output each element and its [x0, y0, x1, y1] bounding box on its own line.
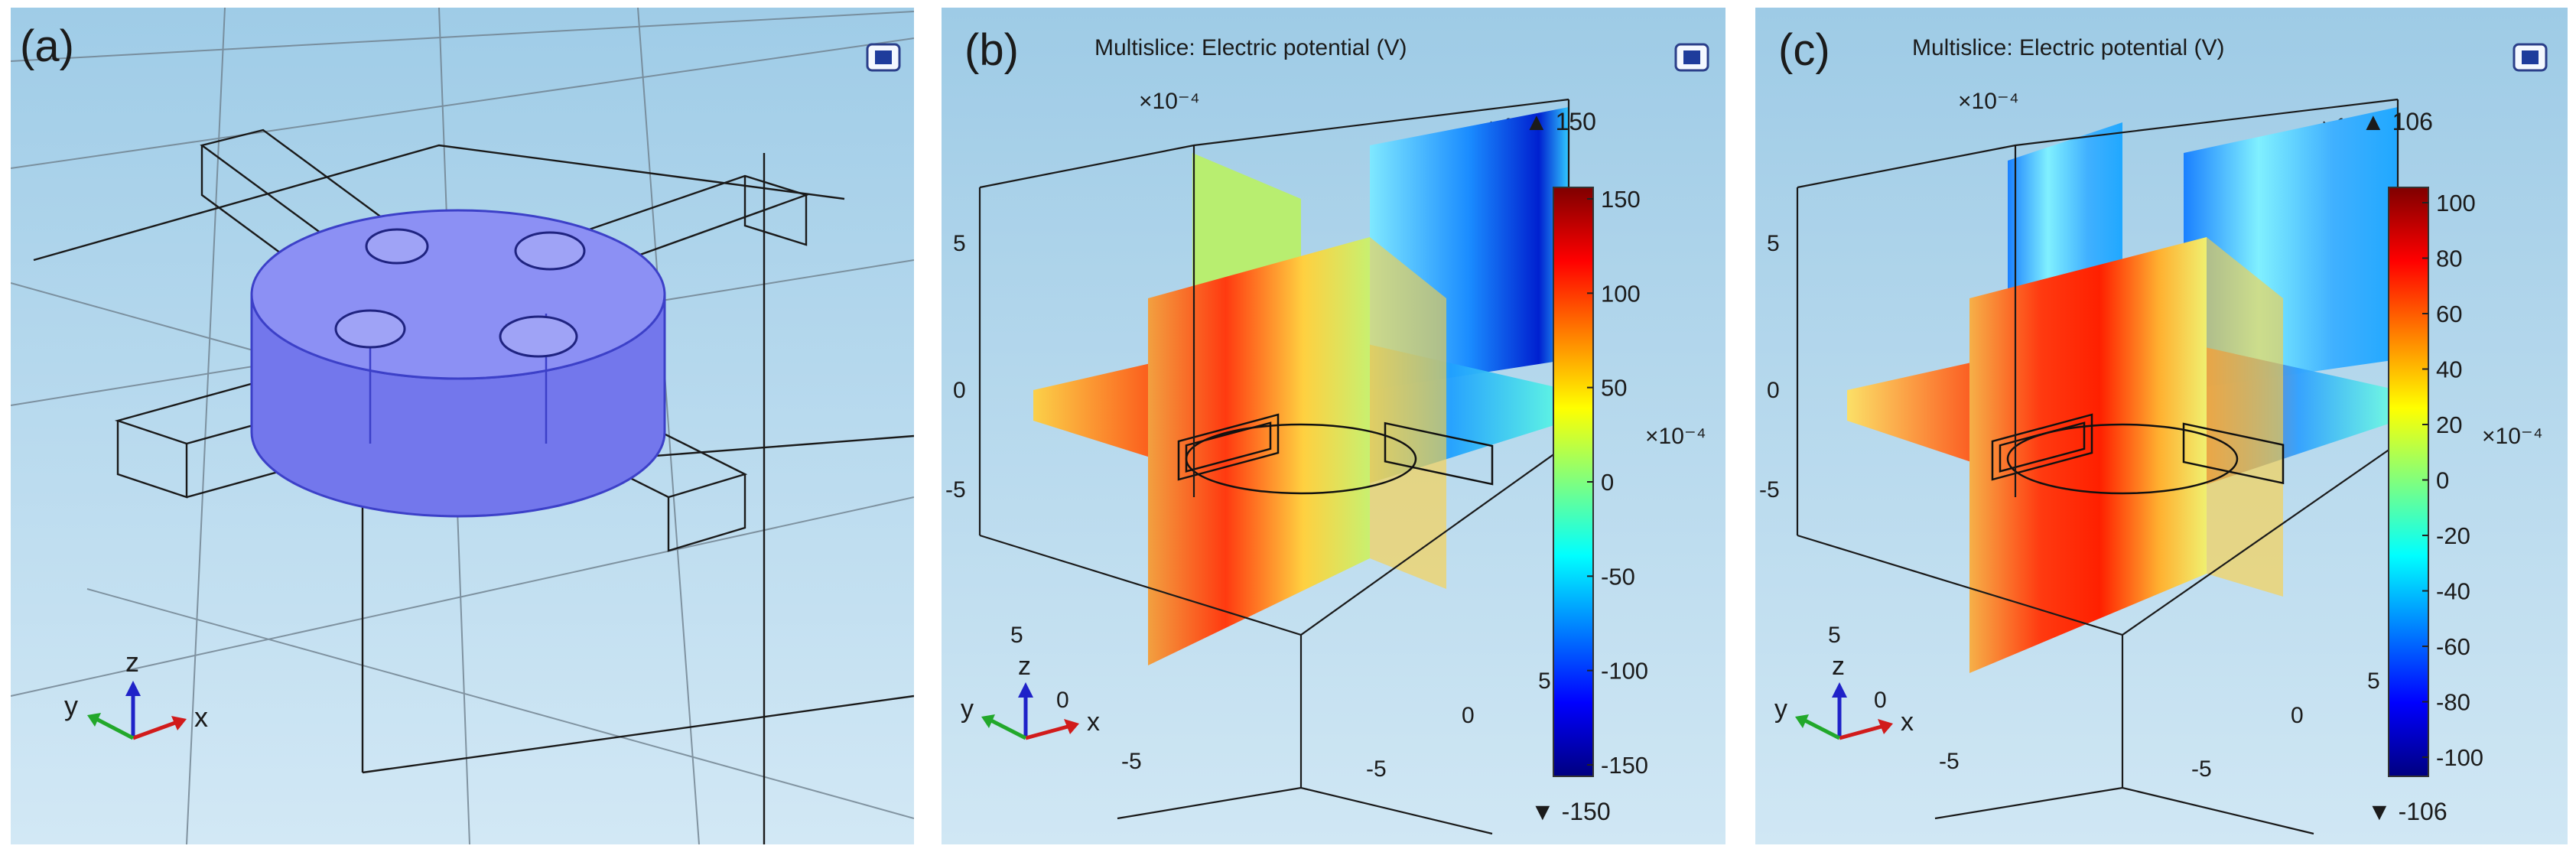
panel-b-min-marker: ▼ -150: [1530, 798, 1611, 825]
panel-c-axis-triad: z x y: [1774, 652, 1914, 740]
panel-b-x-tick: 0: [1462, 703, 1475, 728]
view-cube-icon[interactable]: [1674, 43, 1709, 72]
panel-b-colorbar-tick-label: -50: [1601, 563, 1635, 590]
panel-c-axis-y: y: [1774, 694, 1787, 724]
panel-b-axis-x: x: [1087, 707, 1100, 737]
panel-b-y-tick: -5: [1121, 749, 1142, 774]
panel-c-colorbar-tick-label: -40: [2436, 578, 2470, 605]
panel-b-colorbar-tick-label: -100: [1601, 658, 1648, 685]
panel-c-x-tick: -5: [2191, 756, 2212, 782]
panel-b-z-tick: 0: [953, 378, 966, 403]
panel-b-title: Multislice: Electric potential (V): [1094, 35, 1407, 60]
panel-b-bounding-box: [978, 98, 1570, 835]
panel-b-y-tick: 0: [1056, 688, 1069, 713]
panel-c-z-tick: 5: [1767, 231, 1780, 256]
panel-b-axis-z: z: [1018, 652, 1031, 681]
panel-c-colorbar-tick-label: -20: [2436, 522, 2470, 549]
panel-b-colorbar-tick-label: 50: [1601, 375, 1627, 402]
panel-c-min-marker: ▼ -106: [2367, 798, 2448, 825]
panel-c-scale-top-left: ×10⁻⁴: [1958, 89, 2019, 114]
panel-c-colorbar-tick-label: 100: [2436, 190, 2476, 216]
view-cube-icon[interactable]: [2513, 43, 2548, 72]
panel-b-z-tick: 5: [953, 231, 966, 256]
panel-c-colorbar-tick-label: -60: [2436, 633, 2470, 660]
panel-c-colorbar-tick-label: 60: [2436, 301, 2462, 327]
panel-b-max-marker: ▲ 150: [1524, 108, 1596, 135]
panel-c-z-ticks: 5 0 -5: [1759, 231, 1780, 503]
panel-a-axis-x: x: [194, 701, 208, 733]
panel-c-z-tick: -5: [1759, 477, 1780, 503]
panel-c-colorbar-scale: [2388, 187, 2429, 777]
panel-c-y-tick: 0: [1874, 688, 1887, 713]
view-cube-icon[interactable]: [866, 43, 901, 72]
panel-b-y-tick: 5: [1010, 623, 1023, 648]
panel-a-disk: [250, 209, 666, 518]
panel-b-axis-y: y: [961, 694, 974, 724]
panel-b-colorbar-tick-label: 100: [1601, 280, 1641, 307]
panel-c-title: Multislice: Electric potential (V): [1912, 35, 2224, 60]
panel-c-colorbar-tick-label: 0: [2436, 467, 2449, 494]
panel-c-colorbar-tick-label: 80: [2436, 246, 2462, 272]
panel-c-y-tick: 5: [1828, 623, 1841, 648]
panel-b-z-ticks: 5 0 -5: [945, 231, 966, 503]
panel-b-scale-right: ×10⁻⁴: [1645, 424, 1706, 449]
panel-b-potential-slice: (b) Multislice: Electric potential (V) ×…: [942, 8, 1725, 844]
panel-b-colorbar-tick-label: -150: [1601, 752, 1648, 779]
panel-a-axis-triad: z x y: [64, 646, 208, 740]
panel-a-axis-z: z: [125, 646, 139, 678]
panel-b-x-tick: 5: [1538, 668, 1551, 694]
panel-b-colorbar-scale: [1553, 187, 1594, 777]
panel-b-colorbar-ticks: 150 100 50 0 -50 -100 -150: [1587, 186, 1648, 779]
panel-c-y-tick: -5: [1939, 749, 1960, 774]
panel-c-y-ticks: 5 0 -5: [1828, 623, 1960, 774]
panel-b-electrode-outlines: [1177, 413, 1494, 495]
panel-b-colorbar-tick-label: 0: [1601, 469, 1614, 496]
panel-c-front-slice: [1969, 237, 2207, 673]
panel-c-colorbar: ▲ 106 100 80 60 40 20 0 -20 -40 -60 -80 -100 ×10⁻⁴…: [2361, 108, 2543, 825]
panel-c-axis-z: z: [1832, 652, 1845, 681]
panel-b-z-tick: -5: [945, 477, 966, 503]
panel-a-label: (a): [20, 21, 74, 71]
panel-b-y-ticks: 5 0 -5: [1010, 623, 1142, 774]
panel-c-x-ticks: 5 0 -5: [2191, 668, 2380, 782]
panel-c-colorbar-tick-label: 20: [2436, 411, 2462, 438]
panel-c-label: (c): [1778, 25, 1830, 75]
panel-c-colorbar-tick-label: -80: [2436, 689, 2470, 716]
panel-c-max-marker: ▲ 106: [2361, 108, 2433, 135]
panel-b-colorbar-tick-label: 150: [1601, 186, 1641, 213]
panel-c-z-tick: 0: [1767, 378, 1780, 403]
panel-b-scale-top-left: ×10⁻⁴: [1139, 89, 1200, 114]
panel-b-x-ticks: 5 0 -5: [1366, 668, 1551, 782]
panel-c-x-tick: 5: [2367, 668, 2380, 694]
panel-b-label: (b): [964, 25, 1019, 75]
panel-c-potential-slice: (c) Multislice: Electric potential (V) ×…: [1755, 8, 2568, 844]
panel-a-axis-y: y: [64, 690, 78, 721]
panel-b-colorbar: ▲ 150 150 100 50 0 -50 -100 -150 ×10⁻⁴ ▼ -150: [1524, 108, 1706, 825]
panel-c-electrode-outlines: [1991, 413, 2285, 495]
panel-c-colorbar-tick-label: -100: [2436, 744, 2483, 771]
panel-c-colorbar-ticks: 100 80 60 40 20 0 -20 -40 -60 -80 -100: [2422, 190, 2483, 771]
panel-a-geometry-view: (a) z x y: [11, 8, 914, 844]
panel-b-x-tick: -5: [1366, 756, 1387, 782]
panel-c-scale-right: ×10⁻⁴: [2482, 424, 2543, 449]
panel-c-x-tick: 0: [2291, 703, 2304, 728]
panel-b-axis-triad: z x y: [961, 652, 1100, 740]
panel-c-colorbar-tick-label: 40: [2436, 356, 2462, 383]
panel-c-axis-x: x: [1901, 707, 1914, 737]
